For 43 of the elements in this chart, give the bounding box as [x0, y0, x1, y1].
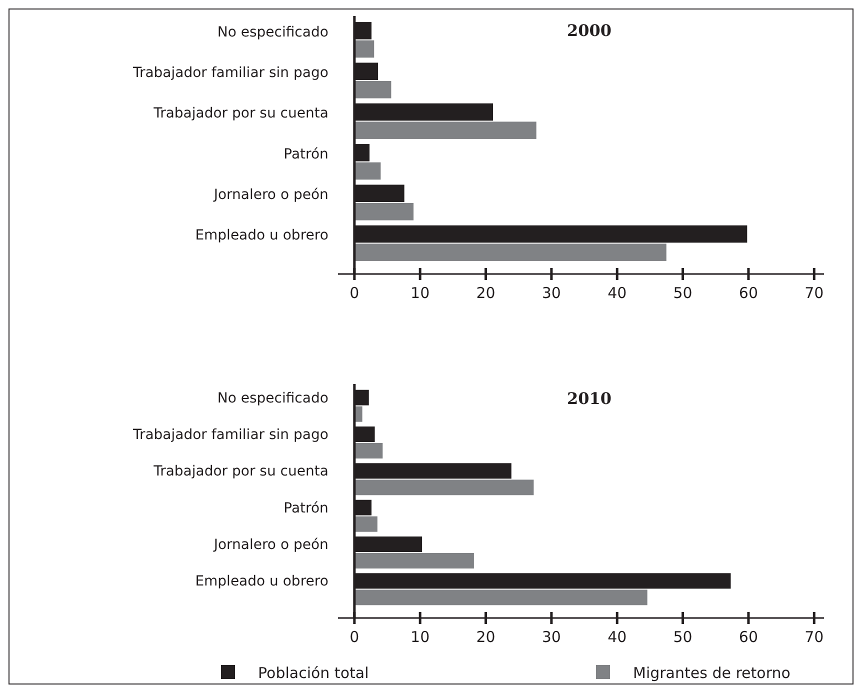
x-tick-label: 50 — [673, 284, 692, 302]
bar — [354, 443, 383, 458]
chart-title: 2000 — [566, 21, 612, 40]
y-tick-label: Empleado u obrero — [195, 228, 328, 244]
y-tick-label: Patrón — [284, 500, 328, 516]
x-tick-label: 20 — [476, 628, 496, 646]
x-tick-label: 40 — [608, 628, 627, 646]
bar — [354, 40, 374, 58]
y-tick-label: No especificado — [217, 24, 328, 40]
x-tick-label: 60 — [738, 628, 758, 646]
x-tick-label: 70 — [804, 284, 824, 302]
bar — [354, 244, 666, 261]
bar — [354, 480, 534, 496]
legend-label: Migrantes de retorno — [633, 664, 790, 682]
y-tick-label: Trabajador por su cuenta — [152, 464, 328, 480]
y-tick-label: No especificado — [217, 390, 328, 406]
y-tick-label: Empleado u obrero — [195, 574, 328, 590]
y-tick-label: Jornalero o peón — [212, 187, 328, 203]
bar — [354, 516, 378, 532]
y-tick-label: Trabajador familiar sin pago — [132, 427, 328, 443]
x-tick-label: 40 — [608, 284, 627, 302]
y-tick-label: Patrón — [284, 146, 328, 162]
x-tick-label: 10 — [410, 628, 430, 646]
chart-title: 2010 — [566, 389, 612, 408]
legend-label: Población total — [258, 664, 369, 682]
y-tick-label: Trabajador familiar sin pago — [132, 65, 328, 81]
bar — [354, 203, 414, 220]
x-tick-label: 60 — [738, 284, 758, 302]
x-tick-label: 0 — [350, 628, 360, 646]
bar — [354, 122, 536, 139]
bar — [354, 162, 381, 180]
bar — [354, 553, 474, 568]
y-tick-label: Jornalero o peón — [212, 537, 328, 553]
x-tick-label: 10 — [410, 284, 430, 302]
x-tick-label: 70 — [804, 628, 824, 646]
x-tick-label: 20 — [476, 284, 496, 302]
bar — [354, 81, 392, 98]
x-tick-label: 30 — [542, 628, 561, 646]
bar — [354, 590, 648, 606]
y-tick-label: Trabajador por su cuenta — [152, 106, 328, 122]
x-tick-label: 50 — [673, 628, 692, 646]
x-tick-label: 0 — [350, 284, 360, 302]
x-tick-label: 30 — [542, 284, 561, 302]
